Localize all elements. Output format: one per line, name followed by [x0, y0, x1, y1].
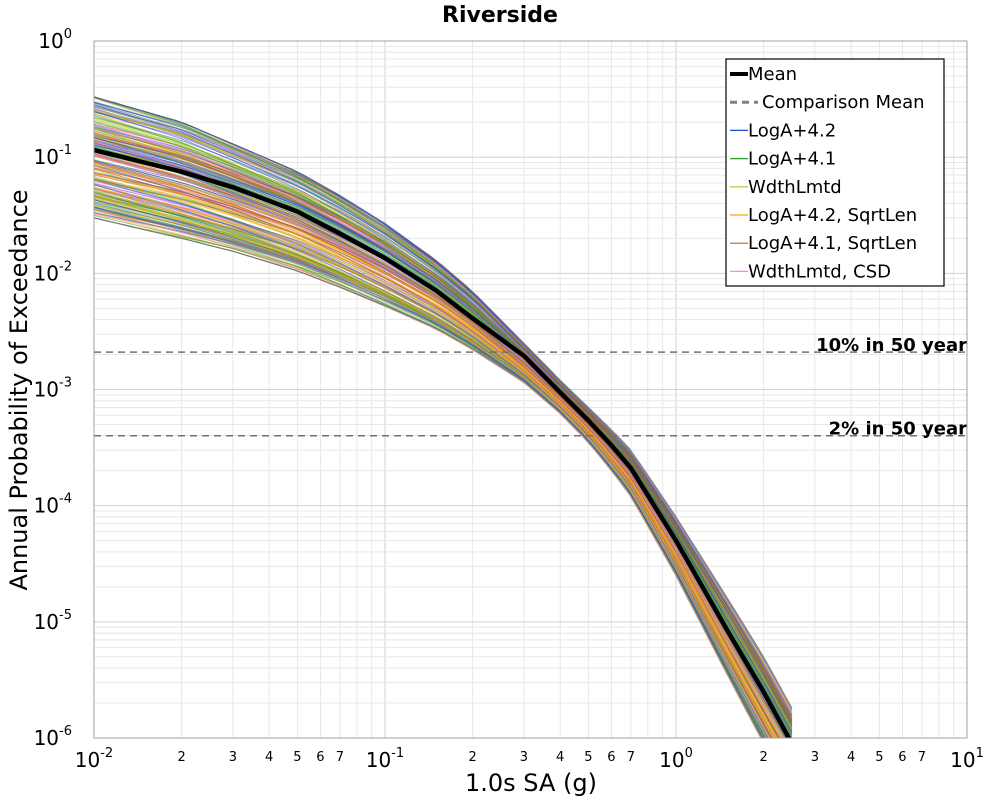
x-tick-label: 101	[950, 746, 984, 772]
reference-label: 2% in 50 year	[829, 419, 967, 440]
sample-curve	[94, 165, 773, 738]
y-axis-ticks: 100 10-1 10-2 10-3 10-4 10-5 10-6	[34, 27, 72, 750]
x-minor-tick-label: 3	[229, 750, 237, 765]
legend-box	[725, 58, 945, 287]
plot-border	[93, 40, 968, 739]
reference-label: 10% in 50 year	[816, 335, 967, 356]
x-minor-tick-label: 6	[316, 750, 324, 765]
x-axis-label: 1.0s SA (g)	[465, 769, 597, 797]
x-minor-tick-label: 7	[627, 750, 635, 765]
sample-curve	[94, 217, 766, 738]
x-tick-label: 100	[659, 746, 693, 772]
y-tick-label: 10-3	[34, 376, 72, 402]
legend-label: WdthLmtd	[748, 177, 842, 198]
legend-label: LogA+4.2	[748, 120, 836, 141]
legend-label: WdthLmtd, CSD	[748, 261, 891, 282]
y-tick-label: 10-1	[34, 143, 72, 169]
sample-curve	[94, 196, 770, 738]
y-axis-label: Annual Probability of Exceedance	[5, 189, 33, 590]
y-tick-label: 10-4	[34, 492, 72, 518]
x-minor-tick-label: 4	[556, 750, 564, 765]
sample-curves	[94, 96, 793, 738]
sample-curve	[94, 154, 782, 738]
x-minor-tick-label: 4	[265, 750, 273, 765]
legend-label: LogA+4.1, SqrtLen	[748, 233, 917, 254]
sample-curve	[94, 121, 793, 732]
legend-label: LogA+4.1	[748, 149, 836, 170]
sample-curve	[94, 96, 793, 719]
x-minor-tick-label: 3	[811, 750, 819, 765]
x-minor-tick-label: 6	[607, 750, 615, 765]
x-minor-tick-label: 3	[520, 750, 528, 765]
sample-curve	[94, 187, 779, 738]
x-minor-tick-label: 2	[177, 750, 185, 765]
sample-curve	[94, 182, 772, 738]
legend-label: Comparison Mean	[762, 92, 925, 113]
x-minor-tick-label: 5	[293, 750, 301, 765]
x-minor-tick-label: 7	[918, 750, 926, 765]
x-minor-tick-label: 2	[759, 750, 767, 765]
x-tick-label: 10-2	[75, 746, 113, 772]
sample-curve	[94, 108, 793, 712]
sample-curve	[94, 139, 793, 727]
reference-lines: 10% in 50 year 2% in 50 year	[94, 335, 967, 440]
y-tick-label: 100	[38, 27, 72, 53]
x-minor-tick-label: 7	[336, 750, 344, 765]
sample-curve	[94, 177, 786, 738]
sample-curve	[94, 133, 793, 722]
x-minor-tick-label: 2	[468, 750, 476, 765]
sample-curve	[94, 114, 793, 738]
sample-curve	[94, 194, 766, 738]
x-tick-label: 10-1	[366, 746, 404, 772]
legend-label: Mean	[748, 64, 797, 85]
sample-curve	[94, 209, 762, 738]
plot-frame	[93, 40, 968, 739]
legend-label: LogA+4.2, SqrtLen	[748, 205, 917, 226]
y-tick-label: 10-6	[34, 724, 72, 750]
legend: Mean Comparison Mean LogA+4.2 LogA+4.1 WdthL…	[725, 58, 945, 287]
mean-curve	[94, 147, 792, 738]
x-minor-tick-label: 5	[875, 750, 883, 765]
y-tick-label: 10-2	[34, 259, 72, 285]
mean-layer	[94, 147, 792, 738]
chart-title: Riverside	[442, 3, 558, 28]
x-minor-tick-label: 6	[898, 750, 906, 765]
x-minor-tick-label: 4	[847, 750, 855, 765]
x-minor-tick-label: 5	[584, 750, 592, 765]
y-tick-label: 10-5	[34, 608, 72, 634]
